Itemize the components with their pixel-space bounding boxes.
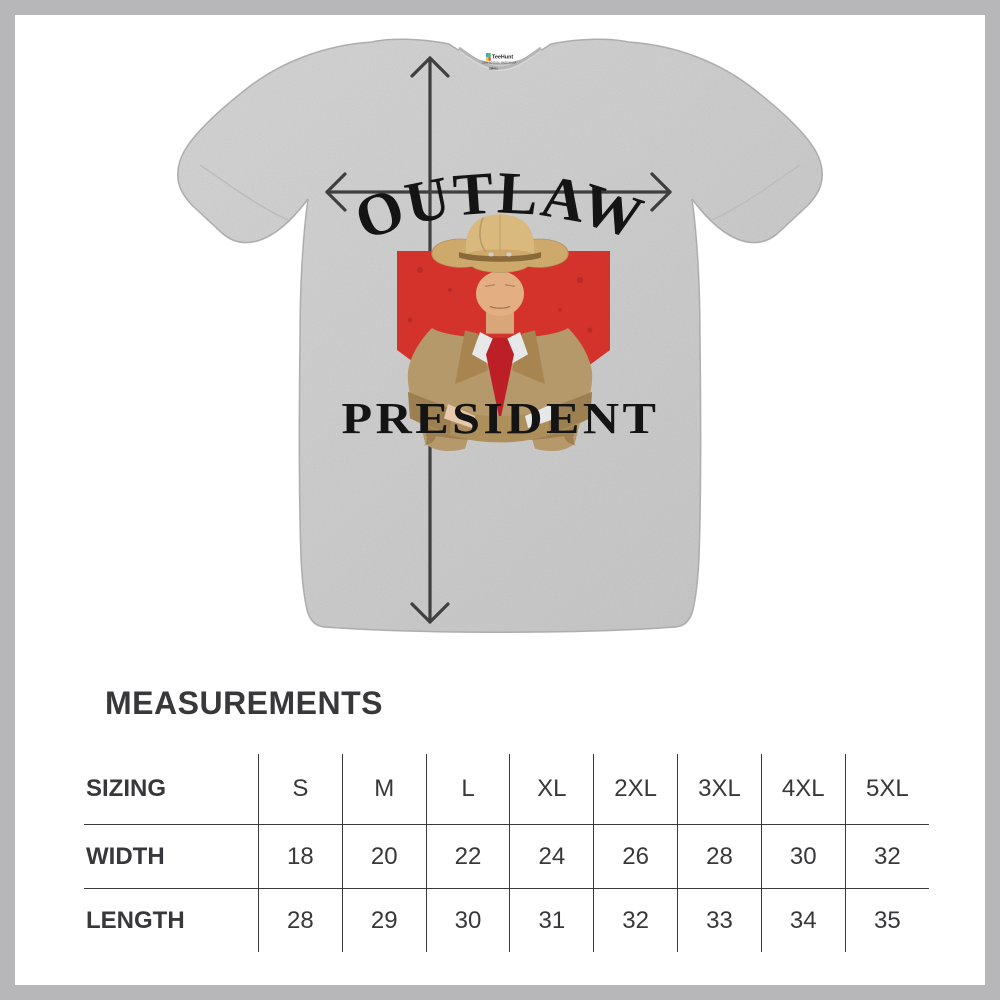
svg-text:100% COTTON | MADE IN USA: 100% COTTON | MADE IN USA [482,62,517,65]
svg-text:TeeHunt: TeeHunt [492,55,513,61]
svg-text:PRESIDENT: PRESIDENT [342,395,660,443]
svg-text:SMALL: SMALL [489,67,499,71]
